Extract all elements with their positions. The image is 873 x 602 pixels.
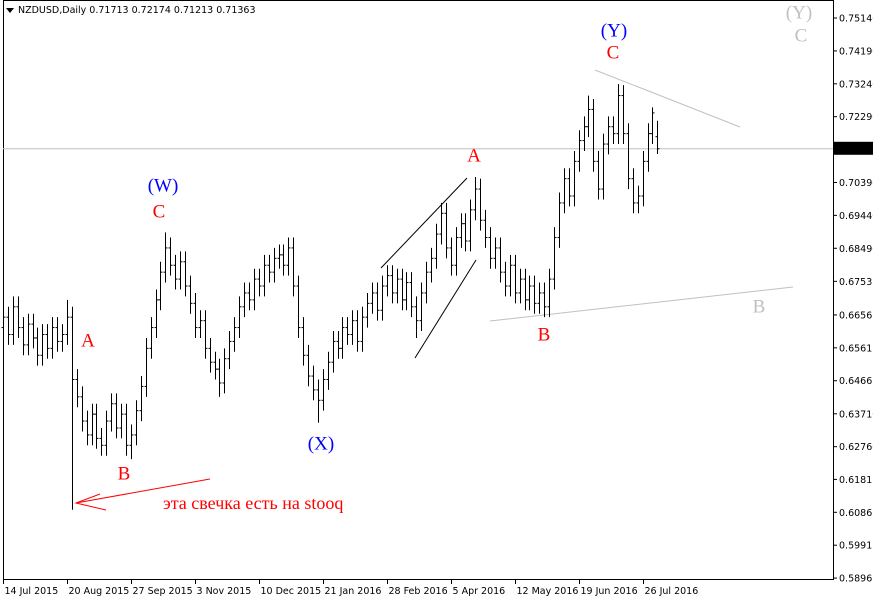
- wave-label: C: [153, 201, 166, 222]
- price-bars: [1, 84, 660, 510]
- current-price-box: [834, 141, 873, 155]
- y-tick-label: 0.61815: [839, 475, 873, 486]
- triangle-line: [594, 69, 741, 128]
- wave-label: (Y): [601, 20, 627, 41]
- wave-label: (X): [308, 433, 334, 454]
- wave-lines: [380, 177, 477, 359]
- x-tick-label: 5 Apr 2016: [453, 586, 506, 597]
- x-tick-label: 19 Jun 2016: [581, 586, 638, 597]
- triangle-line: [489, 286, 794, 322]
- wave-label: B: [753, 296, 766, 317]
- channel-line: [414, 259, 477, 359]
- x-tick-label: 21 Jan 2016: [325, 586, 382, 597]
- y-tick-label: 0.64665: [839, 376, 873, 387]
- wave-label: B: [538, 324, 551, 345]
- wave-label: C: [607, 42, 620, 63]
- annotations: (W) C A B (X) A B (Y) C (Y) C B эта свеч…: [81, 2, 812, 513]
- wave-label: A: [467, 145, 481, 166]
- x-tick-label: 28 Feb 2016: [389, 586, 448, 597]
- plot-frame: [3, 0, 834, 580]
- wave-label: A: [81, 330, 95, 351]
- x-tick-label: 14 Jul 2015: [5, 586, 59, 597]
- channel-line: [380, 177, 468, 269]
- note: эта свечка есть на stooq: [163, 493, 343, 513]
- y-tick-label: 0.60865: [839, 508, 873, 519]
- chart-title: NZDUSD,Daily 0.71713 0.72174 0.71213 0.7…: [18, 5, 256, 16]
- x-tick-label: 26 Jul 2016: [645, 586, 699, 597]
- wave-label: (W): [148, 175, 179, 196]
- y-tick-label: 0.66565: [839, 310, 873, 321]
- x-tick-label: 3 Nov 2015: [197, 586, 252, 597]
- y-tick-label: 0.59915: [839, 541, 873, 552]
- wave-label: (Y): [786, 2, 812, 23]
- title-icon: [6, 8, 14, 13]
- x-tick-label: 20 Aug 2015: [69, 586, 130, 597]
- arrow: [74, 478, 211, 511]
- wave-label: B: [118, 463, 131, 484]
- y-tick-label: 0.67535: [839, 277, 873, 288]
- x-tick-label: 12 May 2016: [517, 586, 579, 597]
- y-tick-label: 0.65615: [839, 343, 873, 354]
- x-tick-label: 10 Dec 2015: [261, 586, 322, 597]
- triangle-lines: [489, 69, 794, 322]
- arrow-head: [74, 493, 107, 511]
- current-price-label: 0.71363: [837, 144, 873, 155]
- y-tick-label: 0.58965: [839, 574, 873, 585]
- wave-label: C: [795, 25, 808, 46]
- arrow-shaft: [75, 478, 211, 504]
- x-tick-label: 27 Sep 2015: [133, 586, 193, 597]
